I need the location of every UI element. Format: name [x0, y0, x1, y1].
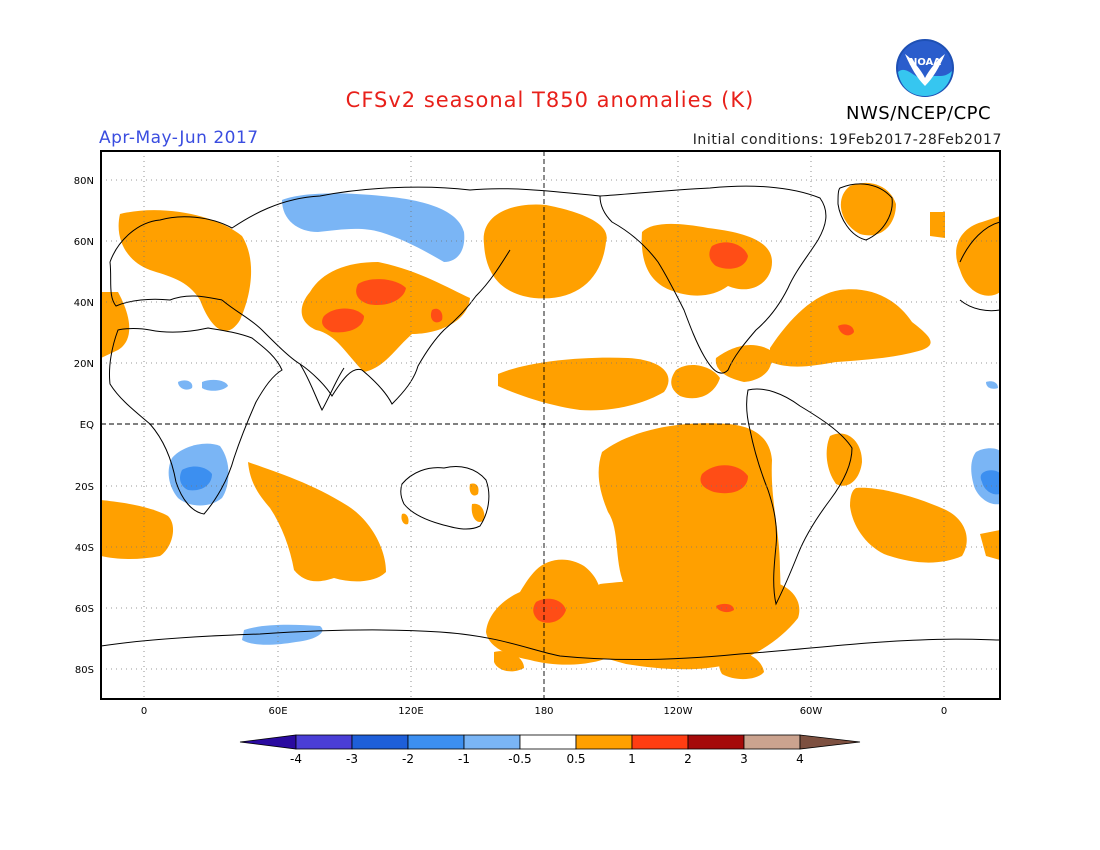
lon-label: 120E	[398, 706, 423, 717]
colorbar-segment	[295, 734, 353, 750]
colorbar-segment	[519, 734, 577, 750]
lon-label: 120W	[664, 706, 693, 717]
strong-warm-anomaly-regions	[322, 242, 854, 623]
colorbar-segment	[743, 734, 801, 750]
colorbar-label: 0.5	[566, 752, 585, 766]
colorbar-label: -1	[458, 752, 470, 766]
colorbar-segment	[575, 734, 633, 750]
colorbar-labels: -4 -3 -2 -1 -0.5 0.5 1 2 3 4	[290, 752, 804, 766]
strong-cool-anomaly-regions	[180, 466, 1000, 495]
colorbar-segment	[407, 734, 465, 750]
lat-label: 60S	[75, 604, 94, 615]
colorbar	[239, 734, 861, 750]
lat-label: 40N	[74, 298, 94, 309]
lat-label: EQ	[80, 420, 94, 431]
lat-label: 40S	[75, 543, 94, 554]
colorbar-segment	[687, 734, 745, 750]
lon-label: 0	[141, 706, 147, 717]
coastlines	[101, 183, 1000, 661]
colorbar-label: 3	[740, 752, 748, 766]
colorbar-label: -2	[402, 752, 414, 766]
colorbar-label: 2	[684, 752, 692, 766]
equator-dateline	[101, 151, 1000, 699]
colorbar-high-arrow	[799, 734, 861, 750]
lat-label: 20N	[74, 359, 94, 370]
noaa-logo-text: NOAA	[909, 57, 941, 68]
lat-label: 80S	[75, 665, 94, 676]
lon-label: 60W	[800, 706, 823, 717]
initial-conditions-label: Initial conditions: 19Feb2017-28Feb2017	[692, 132, 1002, 148]
colorbar-low-arrow	[239, 734, 297, 750]
colorbar-label: -0.5	[508, 752, 531, 766]
lat-label: 60N	[74, 237, 94, 248]
colorbar-segment	[463, 734, 521, 750]
colorbar-segment	[631, 734, 689, 750]
colorbar-segment	[351, 734, 409, 750]
longitude-labels: 0 60E 120E 180 120W 60W 0	[141, 706, 947, 717]
agency-label: NWS/NCEP/CPC	[846, 103, 992, 124]
lon-label: 60E	[268, 706, 287, 717]
lat-label: 20S	[75, 482, 94, 493]
lat-label: 80N	[74, 176, 94, 187]
colorbar-label: 1	[628, 752, 636, 766]
noaa-logo-icon: NOAA	[896, 39, 954, 97]
season-label: Apr-May-Jun 2017	[99, 128, 259, 148]
lon-label: 0	[941, 706, 947, 717]
latitude-labels: 80N 60N 40N 20N EQ 20S 40S 60S 80S	[74, 176, 94, 676]
colorbar-label: -3	[346, 752, 358, 766]
colorbar-label: -4	[290, 752, 302, 766]
lon-label: 180	[534, 706, 553, 717]
colorbar-label: 4	[796, 752, 804, 766]
map-content	[101, 151, 1000, 699]
chart-title: CFSv2 seasonal T850 anomalies (K)	[345, 88, 755, 112]
map-frame	[100, 150, 1001, 700]
warm-anomaly-regions	[101, 182, 1000, 680]
